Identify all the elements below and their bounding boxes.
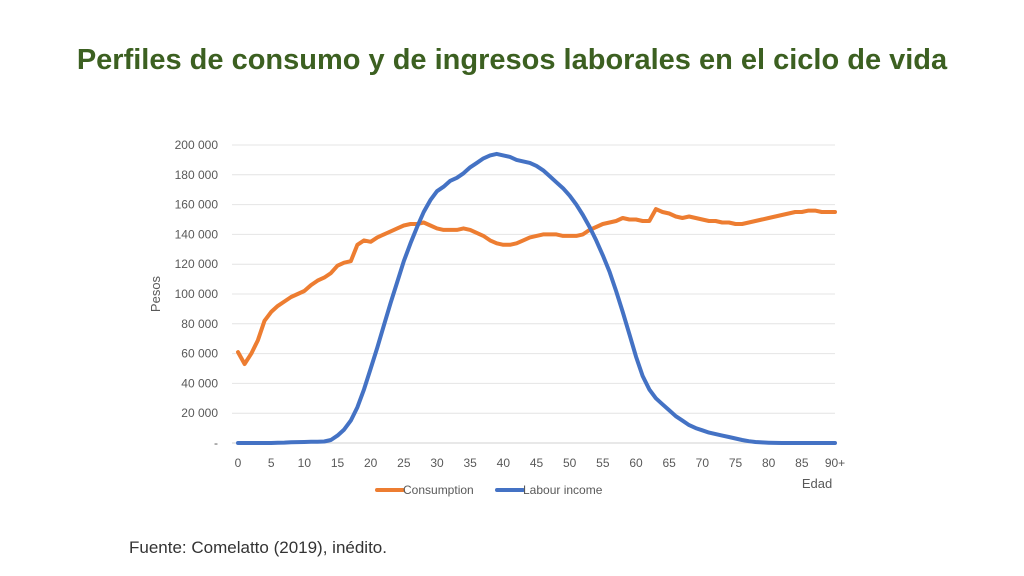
- y-tick-label: 80 000: [181, 317, 218, 331]
- y-tick-label: 20 000: [181, 406, 218, 420]
- x-tick-label: 40: [497, 456, 511, 470]
- x-tick-label: 85: [795, 456, 809, 470]
- source-note: Fuente: Comelatto (2019), inédito.: [129, 538, 387, 557]
- legend-label: Labour income: [523, 483, 603, 497]
- series-line-labour-income: [236, 151, 837, 445]
- x-tick-label: 25: [397, 456, 411, 470]
- x-tick-label: 90+: [825, 456, 845, 470]
- series-line-consumption: [236, 207, 837, 366]
- gridlines: [232, 144, 835, 444]
- y-tick-label: 120 000: [175, 257, 219, 271]
- y-tick-label: 100 000: [175, 287, 219, 301]
- x-tick-label: 75: [729, 456, 743, 470]
- legend-label: Consumption: [403, 483, 474, 497]
- x-axis-ticks: 0 5 10 15 20 25 30 35 40 45 50 55 60 65 70 75 80 85 90+: [235, 456, 846, 470]
- x-tick-label: 55: [596, 456, 610, 470]
- x-tick-label: 80: [762, 456, 776, 470]
- x-tick-label: 35: [463, 456, 477, 470]
- x-tick-label: 65: [662, 456, 676, 470]
- y-tick-label: 60 000: [181, 347, 218, 361]
- y-tick-label: 40 000: [181, 376, 218, 390]
- legend: Consumption Labour income: [375, 483, 603, 497]
- x-tick-label: 60: [629, 456, 643, 470]
- series-lines: [236, 151, 837, 445]
- y-tick-label: 160 000: [175, 198, 219, 212]
- x-tick-label: 20: [364, 456, 378, 470]
- x-tick-label: 5: [268, 456, 275, 470]
- y-axis-title: Pesos: [148, 275, 163, 312]
- x-axis-title: Edad: [802, 476, 832, 491]
- slide-title: Perfiles de consumo y de ingresos labora…: [76, 44, 948, 76]
- y-tick-label: 140 000: [175, 227, 219, 241]
- x-tick-label: 30: [430, 456, 444, 470]
- y-tick-label: -: [214, 436, 218, 450]
- x-tick-label: 0: [235, 456, 242, 470]
- x-tick-label: 70: [696, 456, 710, 470]
- y-tick-label: 180 000: [175, 168, 219, 182]
- y-axis-ticks: - 20 000 40 000 60 000 80 000 100 000 120 000 1…: [175, 138, 219, 450]
- x-tick-label: 50: [563, 456, 577, 470]
- x-tick-label: 15: [331, 456, 345, 470]
- x-tick-label: 10: [298, 456, 312, 470]
- y-tick-label: 200 000: [175, 138, 219, 152]
- x-tick-label: 45: [530, 456, 544, 470]
